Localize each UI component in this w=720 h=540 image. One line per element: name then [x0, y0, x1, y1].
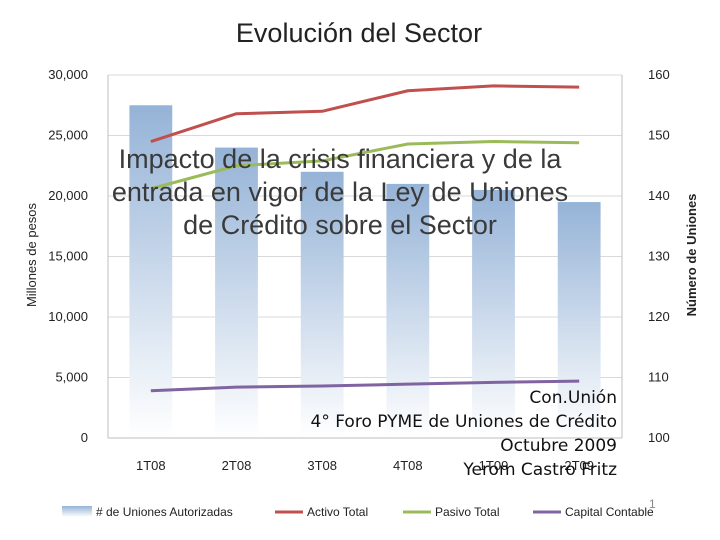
legend-label: Activo Total	[307, 505, 368, 519]
series-line	[150, 84, 580, 143]
y-tick-label: 15,000	[48, 249, 88, 264]
x-tick-label: 4T08	[393, 458, 423, 473]
right-axis-title: Número de Uniones	[684, 194, 699, 317]
bar-series	[129, 105, 601, 439]
right-axis: 100 110 120 130 140 150 160	[621, 67, 670, 445]
x-tick-label: 3T08	[307, 458, 337, 473]
y-tick-label: 20,000	[48, 188, 88, 203]
bar	[386, 183, 430, 438]
legend: # de Uniones Autorizadas Activo Total Pasi…	[62, 505, 654, 519]
y-tick-label: 0	[81, 430, 88, 445]
y-right-tick-label: 160	[648, 67, 670, 82]
y-right-tick-label: 150	[648, 128, 670, 143]
y-right-tick-label: 110	[648, 370, 669, 385]
bar	[472, 189, 515, 438]
y-tick-label: 25,000	[48, 128, 88, 143]
credits: Con.Unión 4° Foro PYME de Uniones de Cré…	[311, 386, 617, 482]
slide-title-line: entrada en vigor de la Ley de Uniones	[111, 177, 569, 207]
x-tick-label: 2T09	[564, 458, 594, 473]
slide-title: Impacto de la crisis financiera y de la …	[60, 143, 620, 242]
credits-event: 4° Foro PYME de Uniones de Crédito	[310, 412, 617, 432]
y-right-tick-label: 120	[648, 309, 670, 324]
legend-label: # de Uniones Autorizadas	[96, 505, 233, 519]
slide-number: 1	[649, 497, 656, 511]
series-line	[150, 379, 580, 393]
x-tick-label: 1T08	[136, 458, 166, 473]
chart-title: Evolución del Sector	[236, 18, 482, 48]
y-tick-label: 30,000	[48, 67, 88, 82]
y-right-tick-label: 100	[648, 430, 670, 445]
bar	[215, 147, 258, 438]
bar	[129, 105, 173, 438]
legend-swatch	[62, 506, 92, 517]
left-axis-title: Millones de pesos	[24, 202, 39, 307]
y-tick-label: 10,000	[48, 309, 88, 324]
y-right-tick-label: 140	[648, 188, 670, 203]
slide-title-line: de Crédito sobre el Sector	[183, 210, 497, 240]
series-line	[150, 140, 580, 191]
legend-label: Pasivo Total	[435, 505, 499, 519]
left-axis: 0 5,000 10,000 15,000 20,000 25,000 30,000	[48, 67, 109, 445]
slide-title-line: Impacto de la crisis financiera y de la	[118, 144, 562, 174]
bar	[557, 202, 601, 438]
x-axis: 1T08 2T08 3T08 4T08 1T09 2T09	[108, 437, 622, 473]
credits-organization: Con.Unión	[529, 388, 617, 408]
bar	[300, 171, 344, 439]
legend-label: Capital Contable	[565, 505, 654, 519]
x-tick-label: 1T09	[479, 458, 509, 473]
line-series	[150, 84, 580, 393]
credits-author: Yerom Castro Fritz	[463, 460, 617, 480]
y-tick-label: 5,000	[55, 370, 88, 385]
x-tick-label: 2T08	[222, 458, 252, 473]
credits-date: Octubre 2009	[500, 436, 617, 456]
y-right-tick-label: 130	[648, 249, 670, 264]
